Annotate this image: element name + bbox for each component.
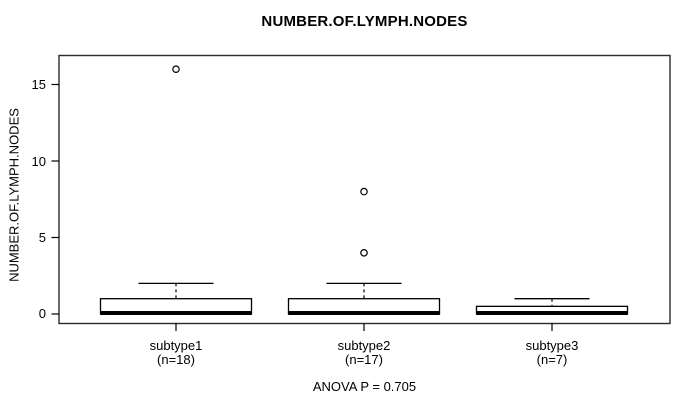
group-n: (n=18) [157,352,195,367]
chart-title: NUMBER.OF.LYMPH.NODES [261,13,468,30]
outlier-point [360,187,368,196]
x-group-label-subtype2: subtype2 (n=17) [284,339,444,367]
y-tick-label-5: 5 [38,230,46,245]
y-tick-label-0: 0 [38,306,46,321]
group-name: subtype1 [149,338,203,353]
x-group-label-subtype3: subtype3 (n=7) [472,339,632,367]
anova-note: ANOVA P = 0.705 [312,379,417,394]
group-name: subtype3 [525,338,579,353]
y-tick-label-15: 15 [31,77,46,92]
y-tick-label-10: 10 [31,154,46,169]
group-n: (n=7) [536,352,568,367]
group-name: subtype2 [337,338,391,353]
outlier-point [360,249,368,257]
outlier-point [172,65,180,74]
x-group-label-subtype1: subtype1 (n=18) [96,339,256,367]
group-n: (n=17) [345,352,383,367]
